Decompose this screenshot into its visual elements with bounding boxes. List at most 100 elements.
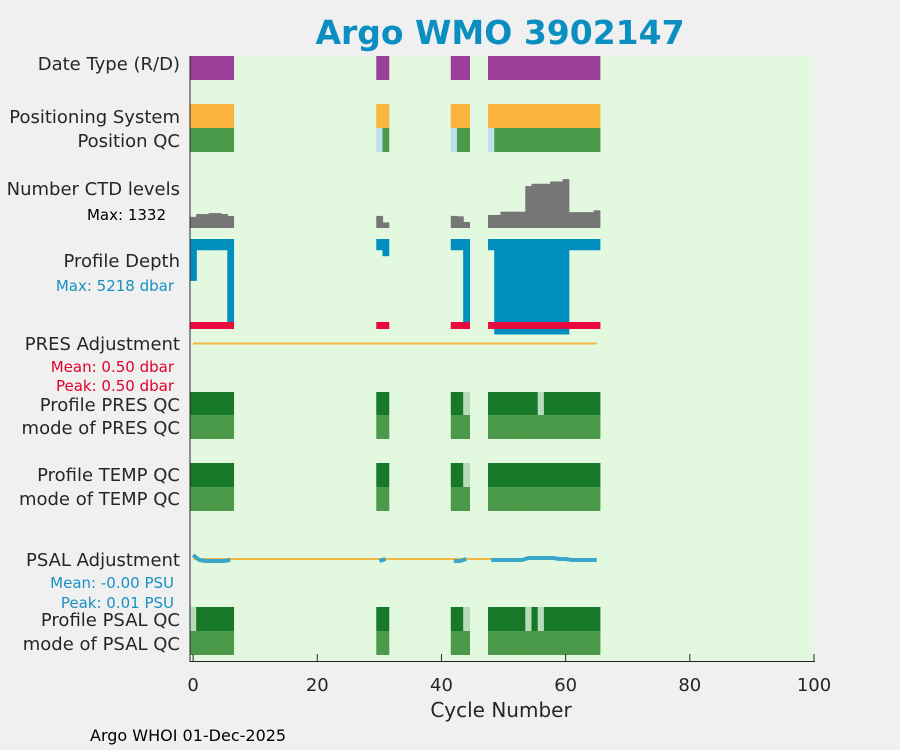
ctd-levels-bar [202,214,210,228]
profile-depth-bar [214,239,222,251]
profile-temp-qc-bar [190,463,197,487]
positioning-system-bar [488,104,495,128]
profile-depth-bar [221,239,228,251]
ctd-levels-bar [500,211,508,228]
mode-psal-qc-bar [543,631,551,655]
positioning-system-bar [196,104,204,128]
position-qc-bar [214,128,222,152]
positioning-system-bar [500,104,508,128]
profile-depth-bar [562,239,570,335]
mode-psal-qc-bar [488,631,495,655]
profile-depth-bar [587,239,595,251]
mode-pres-qc-bar [382,415,390,439]
position-qc-bar [574,128,582,152]
ctd-levels-bar [556,181,564,228]
profile-temp-qc-bar [450,463,458,487]
profile-temp-qc-bar [506,463,514,487]
mode-temp-qc-bar [500,487,508,511]
profile-pres-qc-bar [506,392,514,415]
date-type-bar [537,56,545,80]
position-qc-bar [500,128,508,152]
positioning-system-bar [519,104,526,128]
mode-pres-qc-bar [587,415,595,439]
profile-psal-qc-bar [562,607,570,631]
profile-depth-bar [494,239,502,335]
positioning-system-bar [574,104,582,128]
profile-psal-qc-bar [488,607,495,631]
mode-pres-qc-bar [214,415,222,439]
mode-pres-qc-bar [506,415,514,439]
profile-pres-qc-bar [562,392,570,415]
date-type-bar [587,56,595,80]
date-type-bar [531,56,539,80]
x-tick-label: 40 [430,675,453,696]
pres-adjustment-marker [190,322,197,329]
position-qc-bar [519,128,526,152]
positioning-system-bar [214,104,222,128]
profile-temp-qc-bar [562,463,570,487]
profile-pres-qc-bar [227,392,235,415]
profile-psal-qc-bar [512,607,520,631]
position-qc-bar [587,128,595,152]
mode-temp-qc-bar [488,487,495,511]
position-qc-bar [550,128,557,152]
mode-pres-qc-bar [376,415,384,439]
mode-psal-qc-bar [208,631,216,655]
mode-psal-qc-bar [519,631,526,655]
mode-pres-qc-bar [568,415,576,439]
mode-psal-qc-bar [196,631,204,655]
profile-psal-qc-bar [208,607,216,631]
ctd-levels-bar [221,214,228,228]
date-type-bar [376,56,384,80]
ctd-levels-bar [574,212,582,228]
label-profile-temp-qc: Profile TEMP QC [37,465,180,486]
ctd-max-annotation: Max: 1332 [87,206,166,224]
pres-adjustment-marker [531,322,539,329]
mode-temp-qc-bar [221,487,228,511]
mode-temp-qc-bar [450,487,458,511]
profile-psal-qc-bar [196,607,204,631]
mode-pres-qc-bar [543,415,551,439]
mode-psal-qc-bar [512,631,520,655]
profile-psal-qc-bar [456,607,464,631]
positioning-system-bar [221,104,228,128]
mode-temp-qc-bar [494,487,502,511]
mode-pres-qc-bar [574,415,582,439]
profile-pres-qc-bar [214,392,222,415]
profile-depth-bar [382,239,390,257]
position-qc-bar [593,128,601,152]
mode-psal-qc-bar [202,631,210,655]
date-type-bar [488,56,495,80]
profile-pres-qc-bar [587,392,595,415]
pres-adjustment-marker [376,322,384,329]
profile-temp-qc-bar [376,463,384,487]
profile-temp-qc-bar [531,463,539,487]
profile-pres-qc-bar [208,392,216,415]
profile-temp-qc-bar [512,463,520,487]
mode-temp-qc-bar [574,487,582,511]
profile-pres-qc-bar [519,392,526,415]
ctd-levels-bar [376,215,384,228]
mode-temp-qc-bar [556,487,564,511]
pres-adjustment-marker [574,322,582,329]
position-qc-bar [221,128,228,152]
date-type-bar [382,56,390,80]
date-type-bar [550,56,557,80]
pres-adjustment-marker [593,322,601,329]
profile-depth-bar [376,239,384,251]
mode-temp-qc-bar [519,487,526,511]
ctd-levels-bar [537,183,545,228]
profile-depth-bar [506,239,514,335]
label-profile-psal-qc: Profile PSAL QC [41,610,180,631]
profile-depth-bar [525,239,533,335]
mode-temp-qc-bar [463,487,471,511]
mode-psal-qc-bar [382,631,390,655]
ctd-levels-bar [227,215,235,228]
profile-psal-qc-bar [202,607,210,631]
pres-adjustment-marker [587,322,595,329]
date-type-bar [456,56,464,80]
mode-psal-qc-bar [456,631,464,655]
ctd-levels-bar [568,212,576,228]
x-tick-label: 80 [678,675,701,696]
mode-temp-qc-bar [506,487,514,511]
